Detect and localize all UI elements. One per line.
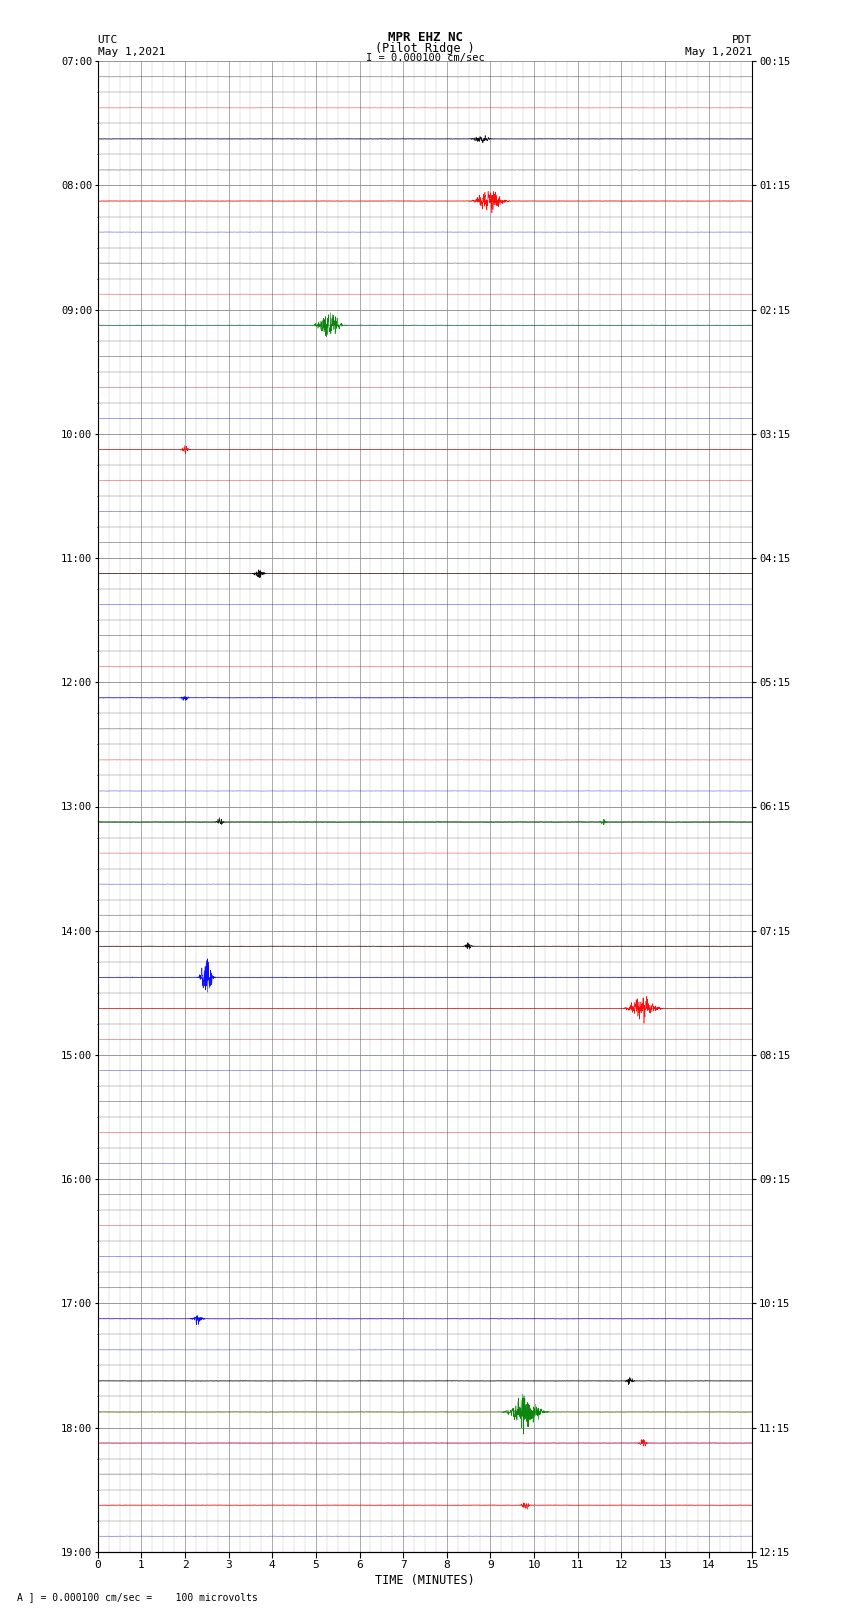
Text: MPR EHZ NC: MPR EHZ NC (388, 31, 462, 44)
Text: I = 0.000100 cm/sec: I = 0.000100 cm/sec (366, 53, 484, 63)
Text: A ] = 0.000100 cm/sec =    100 microvolts: A ] = 0.000100 cm/sec = 100 microvolts (17, 1592, 258, 1602)
Text: UTC: UTC (98, 35, 118, 45)
Text: May 1,2021: May 1,2021 (685, 47, 752, 56)
X-axis label: TIME (MINUTES): TIME (MINUTES) (375, 1574, 475, 1587)
Text: PDT: PDT (732, 35, 752, 45)
Text: May 1,2021: May 1,2021 (98, 47, 165, 56)
Text: (Pilot Ridge ): (Pilot Ridge ) (375, 42, 475, 55)
